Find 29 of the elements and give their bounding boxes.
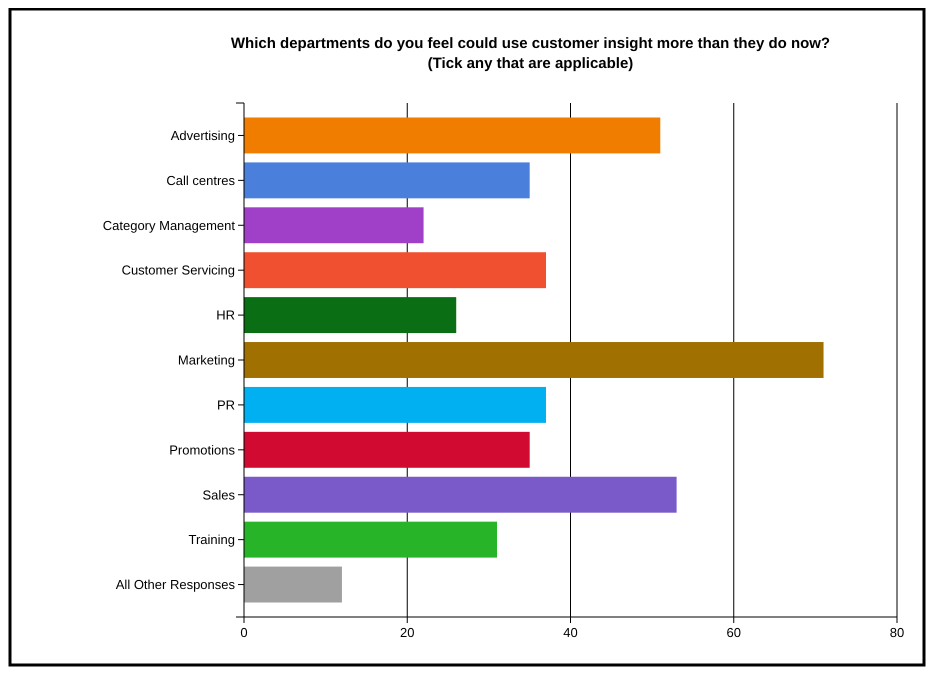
x-tick-label: 40 [563, 625, 578, 640]
bar [244, 522, 498, 558]
y-tick-label: Customer Servicing [122, 262, 235, 278]
y-tick-label: Category Management [102, 218, 236, 233]
bar [244, 207, 424, 244]
chart-subtitle: (Tick any that are applicable) [428, 55, 634, 72]
y-tick-label: Training [188, 532, 235, 548]
chart-title: Which departments do you feel could use customer insight more than they do now? [230, 35, 830, 52]
y-tick-label: Call centres [166, 172, 236, 188]
x-tick-label: 20 [400, 625, 414, 640]
bar [244, 162, 530, 198]
bar [244, 566, 342, 603]
x-tick-label: 0 [240, 625, 248, 640]
bar [244, 342, 824, 378]
bar [244, 252, 546, 288]
bar [244, 297, 456, 334]
y-tick-label: PR [216, 397, 235, 412]
bar [244, 117, 660, 154]
bar [244, 432, 530, 468]
bar [244, 476, 677, 513]
y-tick-label: HR [216, 308, 235, 323]
x-tick-label: 60 [726, 625, 741, 640]
y-tick-label: Sales [202, 487, 236, 502]
bar [244, 386, 546, 423]
y-tick-label: Marketing [178, 352, 235, 368]
x-tick-label: 80 [890, 625, 904, 640]
y-tick-label: Promotions [169, 442, 236, 458]
y-tick-label: Advertising [170, 128, 235, 144]
y-tick-label: All Other Responses [116, 577, 236, 592]
